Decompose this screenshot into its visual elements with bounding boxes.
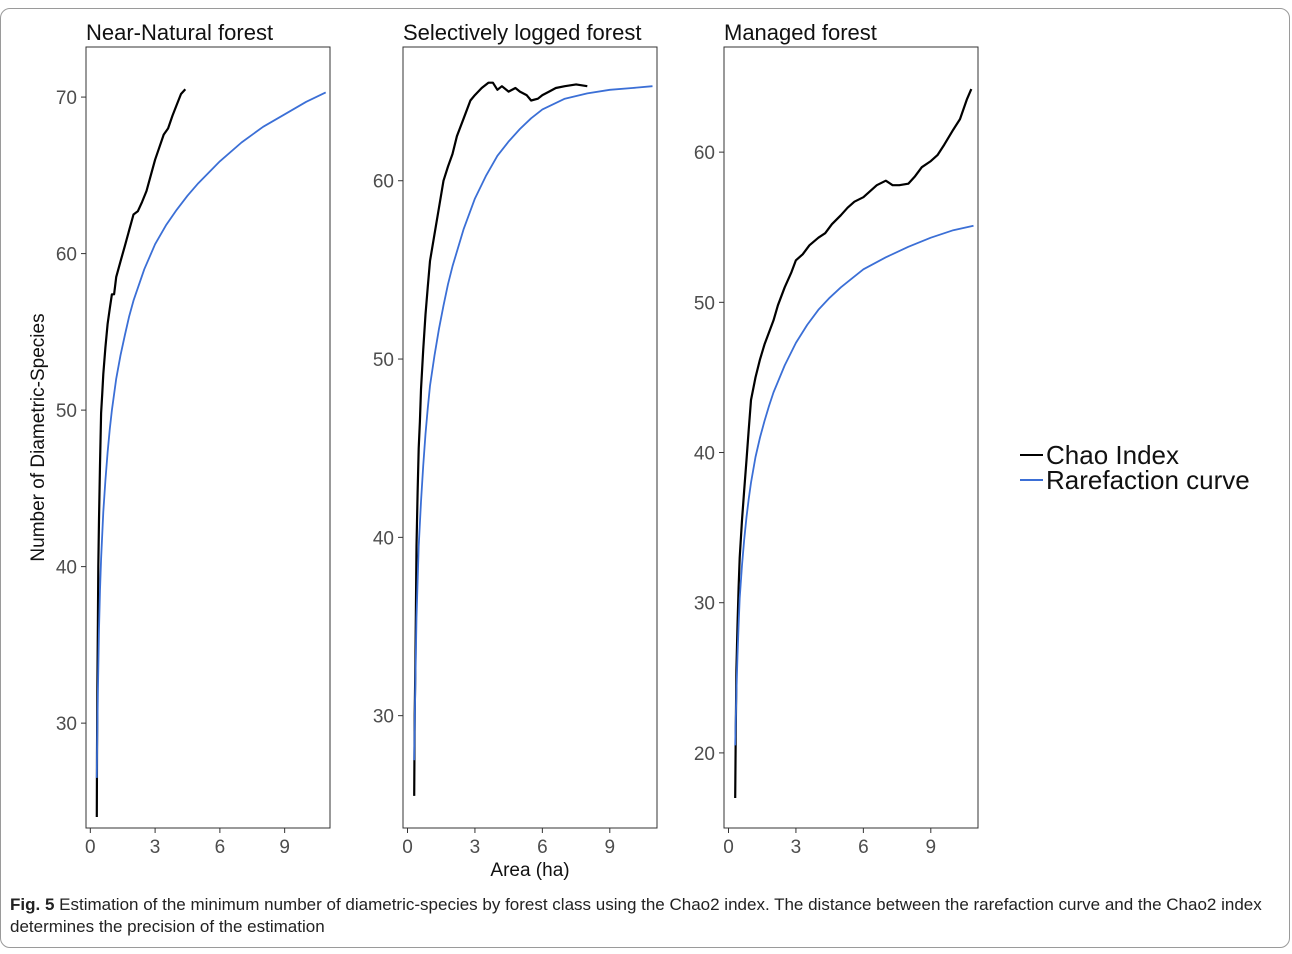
panel-title: Managed forest: [724, 20, 877, 45]
panel-2: Selectively logged forest 0 3 6 9 30 40 50 60 Are…: [373, 20, 658, 881]
series-line-chao-index: [734, 88, 973, 799]
y-tick-label: 60: [56, 245, 77, 266]
y-axis-label: Number of Diametric-Species: [28, 313, 49, 561]
panel-title: Selectively logged forest: [403, 20, 641, 45]
x-tick-label: 9: [605, 837, 616, 858]
x-tick-label: 0: [723, 837, 734, 858]
y-tick-label: 40: [56, 558, 77, 579]
x-tick-label: 0: [402, 837, 413, 858]
x-tick-label: 9: [279, 837, 290, 858]
x-tick-label: 3: [791, 837, 802, 858]
y-tick-label: 20: [694, 744, 715, 765]
y-tick-label: 30: [373, 707, 394, 728]
y-tick-label: 30: [56, 714, 77, 735]
x-tick-label: 6: [858, 837, 869, 858]
x-tick-label: 0: [85, 837, 96, 858]
figure-caption: Fig. 5 Estimation of the minimum number …: [10, 894, 1270, 938]
panel-title: Near-Natural forest: [86, 20, 273, 45]
caption-text: Estimation of the minimum number of diam…: [10, 895, 1262, 936]
series-line-chao-index: [95, 88, 187, 818]
x-axis-label: Area (ha): [490, 860, 569, 881]
y-tick-label: 60: [694, 143, 715, 164]
series-line-rarefaction-curve: [413, 85, 653, 761]
y-tick-label: 50: [373, 350, 394, 371]
y-tick-label: 40: [373, 528, 394, 549]
series-line-rarefaction-curve: [95, 91, 327, 778]
x-tick-label: 3: [150, 837, 161, 858]
x-tick-label: 6: [537, 837, 548, 858]
series-line-rarefaction-curve: [734, 224, 974, 746]
series-line-chao-index: [413, 81, 588, 796]
y-tick-label: 40: [694, 444, 715, 465]
x-tick-label: 3: [470, 837, 481, 858]
panel-1: Near-Natural forest 0 3 6 9 30 40 50 60 70 Number …: [28, 20, 331, 858]
y-tick-label: 50: [694, 293, 715, 314]
plot-border: [723, 46, 979, 829]
legend-label: Rarefaction curve: [1046, 465, 1250, 495]
panel-3: Managed forest 0 3 6 9 20 30 40 50 60: [694, 20, 979, 858]
figure-label: Fig. 5: [10, 895, 55, 914]
y-tick-label: 60: [373, 172, 394, 193]
plot-border: [402, 46, 658, 829]
y-tick-label: 50: [56, 401, 77, 422]
x-tick-label: 6: [215, 837, 226, 858]
y-tick-label: 30: [694, 594, 715, 615]
legend-label: Chao Index: [1046, 440, 1179, 470]
x-tick-label: 9: [926, 837, 937, 858]
figure-frame: [0, 8, 1290, 948]
plot-border: [85, 46, 331, 829]
y-tick-label: 70: [56, 88, 77, 109]
